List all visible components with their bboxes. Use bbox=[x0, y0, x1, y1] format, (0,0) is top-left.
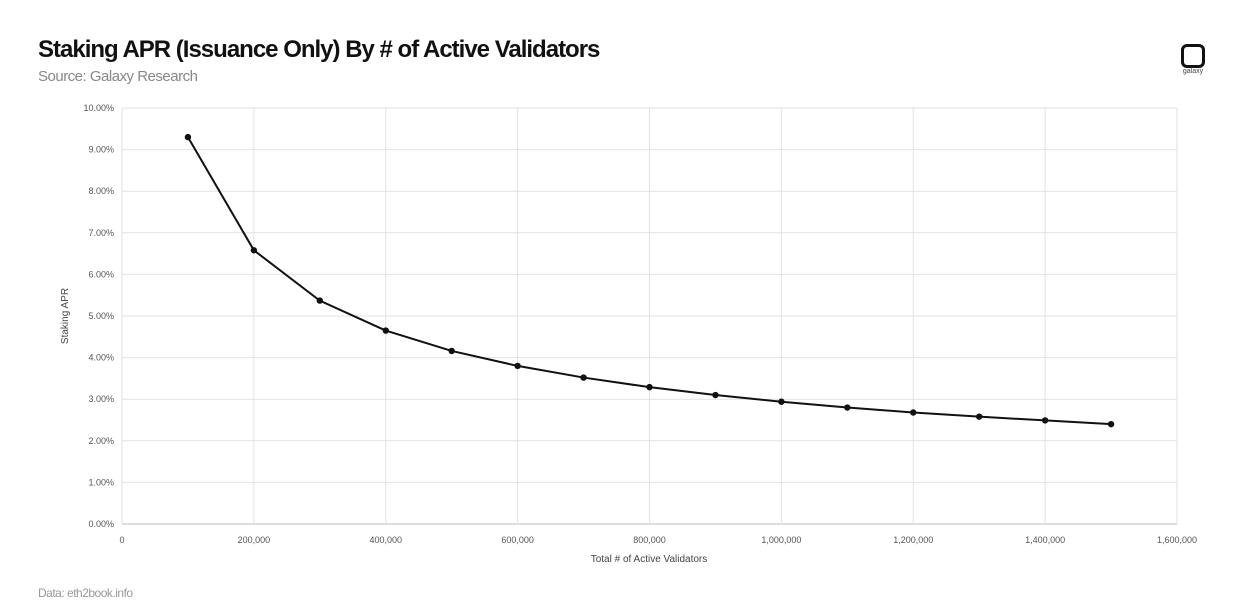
data-point bbox=[382, 327, 389, 334]
data-point bbox=[1107, 420, 1115, 428]
data-point bbox=[844, 404, 851, 411]
y-axis-label: Staking APR bbox=[60, 288, 71, 344]
galaxy-logo-icon bbox=[1181, 44, 1205, 68]
data-point bbox=[250, 247, 258, 254]
y-tick-label: 2.00% bbox=[88, 436, 114, 446]
y-tick-label: 5.00% bbox=[88, 311, 114, 321]
logo-text: galaxy bbox=[1182, 68, 1204, 75]
data-point bbox=[514, 362, 521, 370]
x-tick-label: 800,000 bbox=[633, 535, 666, 545]
y-tick-label: 0.00% bbox=[88, 519, 114, 529]
data-point bbox=[778, 398, 785, 405]
y-tick-label: 9.00% bbox=[88, 145, 114, 155]
chart-subtitle: Source: Galaxy Research bbox=[38, 68, 198, 85]
x-tick-label: 200,000 bbox=[238, 535, 271, 545]
data-point bbox=[448, 347, 455, 355]
data-point bbox=[975, 413, 983, 420]
x-tick-label: 400,000 bbox=[369, 535, 402, 545]
y-tick-label: 1.00% bbox=[88, 477, 114, 487]
x-tick-label: 600,000 bbox=[501, 535, 534, 545]
y-tick-label: 4.00% bbox=[88, 353, 114, 363]
data-point bbox=[184, 133, 192, 141]
x-tick-label: 0 bbox=[119, 535, 124, 545]
y-tick-label: 7.00% bbox=[88, 228, 114, 238]
x-tick-label: 1,600,000 bbox=[1157, 535, 1197, 545]
data-point bbox=[580, 374, 587, 381]
y-tick-label: 6.00% bbox=[88, 269, 114, 279]
x-tick-label: 1,200,000 bbox=[893, 535, 933, 545]
data-point bbox=[316, 297, 324, 304]
y-tick-label: 8.00% bbox=[88, 186, 114, 196]
y-tick-label: 10.00% bbox=[83, 103, 114, 113]
data-source-footer: Data: eth2book.info bbox=[38, 586, 133, 600]
chart-title: Staking APR (Issuance Only) By # of Acti… bbox=[38, 36, 600, 63]
data-point bbox=[1041, 417, 1049, 424]
galaxy-logo: galaxy bbox=[1178, 44, 1208, 75]
data-point bbox=[910, 409, 917, 416]
data-point bbox=[712, 391, 719, 399]
data-point bbox=[646, 383, 653, 391]
x-axis-label: Total # of Active Validators bbox=[591, 554, 708, 565]
x-tick-label: 1,400,000 bbox=[1025, 535, 1065, 545]
x-tick-label: 1,000,000 bbox=[761, 535, 801, 545]
y-tick-label: 3.00% bbox=[88, 394, 114, 404]
